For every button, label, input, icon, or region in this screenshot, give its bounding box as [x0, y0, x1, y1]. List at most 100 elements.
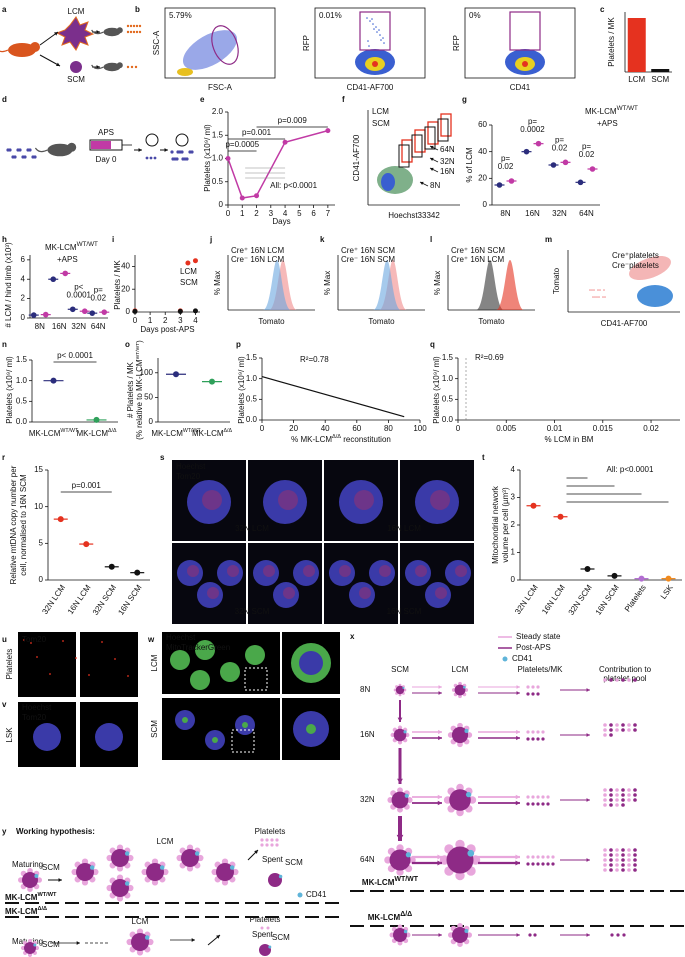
histogram: [476, 260, 504, 310]
legend-label: LCM: [180, 267, 197, 276]
text-part: MK-LCM: [362, 878, 395, 887]
legend-label: Tom20: [22, 635, 47, 644]
clock: [175, 133, 189, 147]
platelet: [149, 156, 153, 160]
panel-letter: g: [462, 95, 467, 104]
platelet: [621, 868, 625, 872]
x-tick-label: MK-LCMΔ/Δ: [76, 428, 117, 438]
p-value: 0.0001: [67, 290, 92, 299]
text-part: MK-LCM: [5, 893, 38, 902]
cell: [220, 662, 240, 682]
flow-event: [604, 296, 606, 298]
axis-title: CD41-AF700: [601, 319, 648, 328]
x-tick-label: 0: [456, 424, 461, 433]
mouse-tail: [91, 29, 104, 35]
panel-letter: d: [2, 95, 7, 104]
flow-event: [373, 28, 375, 30]
y-tick-label: 0.0: [442, 415, 454, 424]
platelet: [546, 802, 550, 806]
mean-point: [589, 166, 596, 172]
x-tick-label: 16N LCM: [66, 583, 93, 616]
arrow-head: [438, 933, 442, 937]
arrow-head: [516, 933, 520, 937]
mean-point: [62, 270, 69, 277]
cd41-marker: [34, 874, 39, 878]
nucleus: [299, 651, 323, 675]
flow-event: [367, 40, 369, 42]
platelet: [621, 798, 625, 802]
platelet: [135, 24, 139, 28]
platelet: [627, 728, 631, 732]
platelet: [603, 788, 607, 792]
mean-point: [69, 306, 76, 313]
legend-label: Cre⁺ 16N SCM: [451, 246, 505, 255]
platelet: [603, 863, 607, 867]
x-tick-label: LSK: [659, 583, 675, 601]
platelet: [633, 853, 637, 857]
label: SCM: [285, 858, 303, 867]
legend-label: SCM: [372, 119, 390, 128]
platelet: [551, 862, 555, 866]
mitochondria: [182, 717, 188, 723]
clock: [145, 133, 159, 147]
column-header: Platelets/MK: [518, 665, 564, 674]
p-value: p=: [94, 285, 103, 294]
platelet: [8, 148, 12, 152]
flow-peak: [522, 61, 528, 67]
mean-point: [50, 377, 57, 384]
platelet: [609, 678, 613, 682]
gate: [411, 134, 423, 158]
x-tick-label: 16N SCM: [116, 583, 143, 617]
label: Platelets: [255, 827, 286, 836]
p-value: p=: [582, 142, 591, 151]
flow-event: [380, 39, 382, 41]
cell: [111, 879, 129, 897]
platelet: [615, 728, 619, 732]
cd41-marker: [159, 865, 165, 870]
axis-title: Tomato: [258, 317, 285, 326]
gate: [414, 129, 426, 153]
mean-point: [209, 378, 215, 385]
p-value: 0.02: [498, 162, 514, 171]
mitochondria: [23, 639, 25, 641]
mitochondria: [379, 565, 391, 577]
cd41-marker: [467, 849, 475, 857]
arrow-head: [516, 685, 520, 689]
y-tick-label: 100: [140, 368, 154, 377]
platelet: [126, 24, 130, 28]
platelet: [609, 798, 613, 802]
arrow-head: [586, 798, 590, 802]
legend-label: Steady state: [516, 632, 561, 641]
platelet: [266, 926, 270, 930]
platelet: [627, 678, 631, 682]
arrow-head: [438, 729, 442, 735]
x-tick-label: 7: [326, 209, 331, 218]
row-label: Platelets: [5, 649, 14, 680]
axis-title: Tomato: [552, 267, 561, 294]
x-tick-label: 64N: [579, 209, 594, 218]
legend-label: Tom20: [176, 472, 201, 481]
platelet: [135, 30, 139, 34]
mean-point: [89, 310, 96, 316]
genotype-label: MK-LCMWT/WT: [362, 876, 419, 887]
gate-percent: 0.01%: [319, 11, 342, 20]
arrow-head: [438, 735, 442, 741]
title: Working hypothesis:: [16, 827, 95, 836]
legend-label: Hoechst: [176, 462, 206, 471]
y-tick-label: 0.0: [246, 415, 258, 424]
platelet: [633, 793, 637, 797]
gate: [427, 121, 439, 145]
flow-event: [376, 31, 378, 33]
mitochondria: [127, 675, 129, 677]
mitochondria: [303, 565, 315, 577]
platelet: [265, 843, 269, 847]
mitochondria: [30, 642, 32, 644]
axis-title: Days post-APS: [140, 325, 194, 334]
axis-title: Platelets / MK: [113, 260, 122, 310]
platelet: [627, 788, 631, 792]
x-tick-label: 3: [269, 209, 274, 218]
gate: [509, 11, 541, 51]
label: SCM: [42, 863, 60, 872]
flow-event: [383, 42, 385, 44]
cell: [389, 849, 411, 871]
